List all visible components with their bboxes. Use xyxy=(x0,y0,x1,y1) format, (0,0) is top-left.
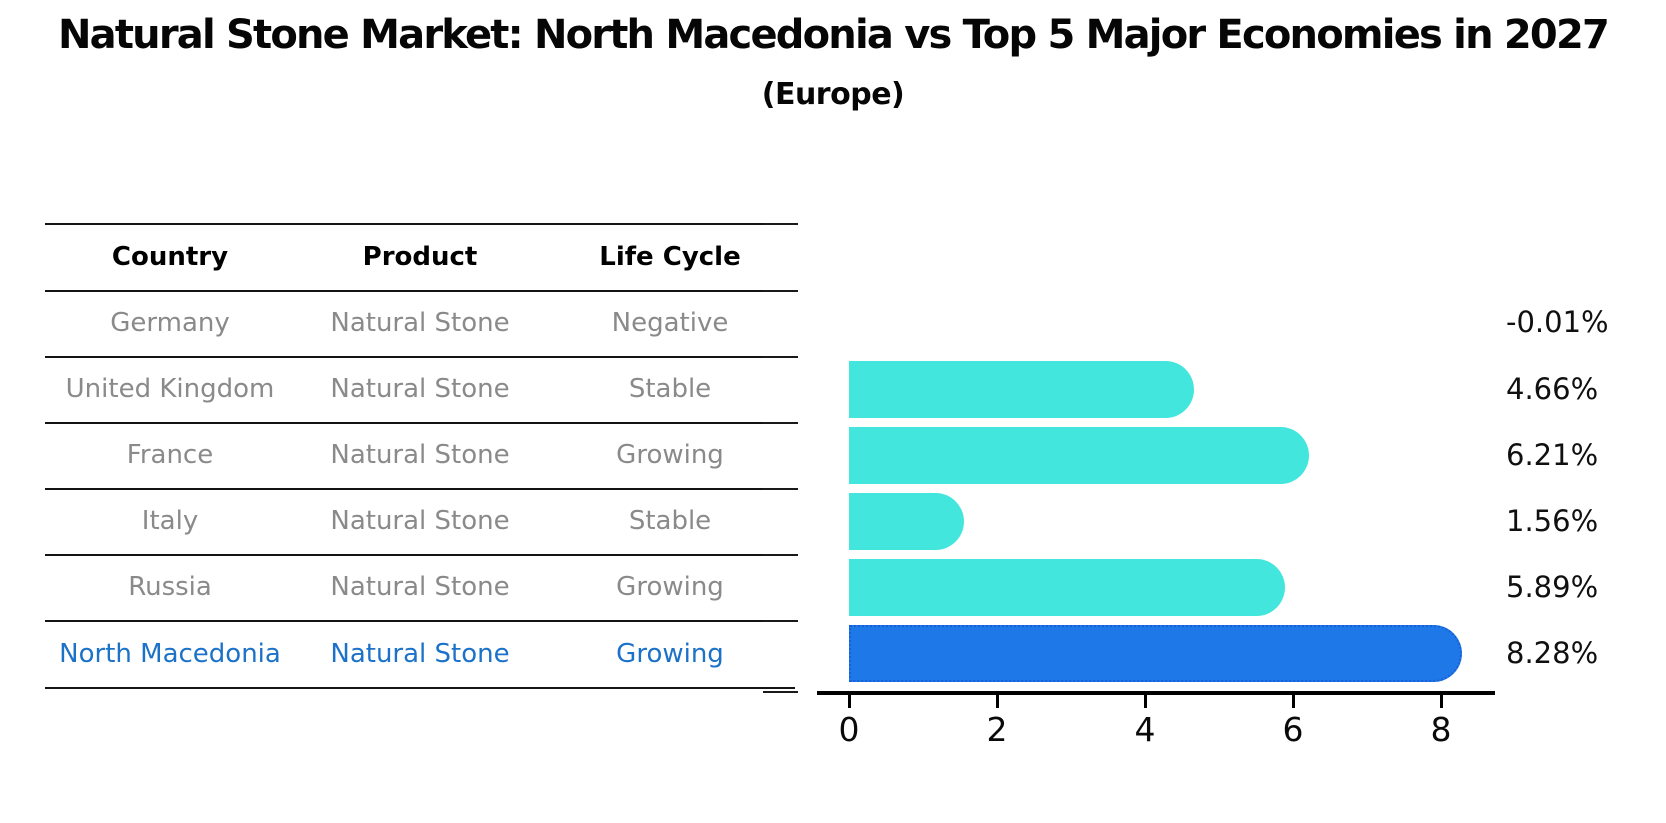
bar-value-label: 6.21% xyxy=(1506,438,1599,472)
figure-title: Natural Stone Market: North Macedonia vs… xyxy=(57,12,1610,58)
table-separator-line xyxy=(45,290,795,292)
table-cell-product: Natural Stone xyxy=(330,572,510,602)
table-cell-country: France xyxy=(126,440,214,470)
table-header-row: Country Product Life Cycle xyxy=(45,223,795,290)
x-axis-tick xyxy=(847,695,851,708)
table-cell-country: Germany xyxy=(110,308,230,338)
x-axis-tick-label: 0 xyxy=(838,710,860,749)
table-cell-country: Italy xyxy=(141,506,199,536)
x-axis-tick-label: 6 xyxy=(1282,710,1304,749)
table-cell-life-cycle: Growing xyxy=(616,572,724,602)
bar xyxy=(849,427,1309,484)
table-cell-life-cycle: Negative xyxy=(611,308,729,338)
y-axis-tick xyxy=(763,620,798,622)
figure-subtitle: (Europe) xyxy=(761,77,905,112)
table-cell-life-cycle: Growing xyxy=(616,440,724,470)
table-row: Italy Natural Stone Stable xyxy=(45,488,795,554)
x-axis-tick-label: 8 xyxy=(1430,710,1452,749)
y-axis-tick xyxy=(763,554,798,556)
x-axis-tick xyxy=(1439,695,1443,708)
bar xyxy=(849,493,964,550)
table-row: France Natural Stone Growing xyxy=(45,422,795,488)
bar-value-label: 8.28% xyxy=(1506,636,1599,670)
y-axis-tick xyxy=(763,290,798,292)
x-axis-tick-label: 2 xyxy=(986,710,1008,749)
table-row: Germany Natural Stone Negative xyxy=(45,290,795,356)
table-cell-product: Natural Stone xyxy=(330,374,510,404)
table-cell-life-cycle: Growing xyxy=(616,638,724,669)
x-axis-line xyxy=(817,691,1495,695)
table-cell-life-cycle: Stable xyxy=(628,374,712,404)
table-separator-line xyxy=(45,356,795,358)
table-row: United Kingdom Natural Stone Stable xyxy=(45,356,795,422)
x-axis-tick-label: 4 xyxy=(1134,710,1156,749)
y-axis-tick xyxy=(763,691,798,693)
y-axis-tick xyxy=(763,422,798,424)
table-cell-product: Natural Stone xyxy=(330,638,510,669)
table-row: North Macedonia Natural Stone Growing xyxy=(45,620,795,687)
table-cell-country: Russia xyxy=(128,572,212,602)
bar-highlighted xyxy=(849,625,1462,682)
table-row: Russia Natural Stone Growing xyxy=(45,554,795,620)
bar-value-label: 4.66% xyxy=(1506,372,1599,406)
table-cell-life-cycle: Stable xyxy=(628,506,712,536)
table-cell-country: North Macedonia xyxy=(59,638,281,669)
x-axis-tick xyxy=(1291,695,1295,708)
bar xyxy=(849,361,1194,418)
table-cell-product: Natural Stone xyxy=(330,440,510,470)
table-cell-country: United Kingdom xyxy=(65,374,275,404)
header-cell-product: Product xyxy=(362,241,478,272)
table-separator-line xyxy=(45,422,795,424)
bar-value-label: -0.01% xyxy=(1506,305,1609,339)
bar-value-label: 1.56% xyxy=(1506,504,1599,538)
header-cell-country: Country xyxy=(111,241,229,272)
table-separator-line xyxy=(45,687,795,689)
x-axis-tick xyxy=(1143,695,1147,708)
table-separator-line xyxy=(45,620,795,622)
bar-value-label: 5.89% xyxy=(1506,570,1599,604)
x-axis-tick xyxy=(995,695,999,708)
y-axis-tick xyxy=(763,356,798,358)
table-cell-product: Natural Stone xyxy=(330,506,510,536)
bar xyxy=(849,559,1285,616)
table-separator-line xyxy=(45,223,795,225)
table-separator-line xyxy=(45,554,795,556)
table-separator-line xyxy=(45,488,795,490)
y-axis-tick xyxy=(763,223,798,225)
y-axis-tick xyxy=(763,488,798,490)
header-cell-life-cycle: Life Cycle xyxy=(599,241,741,272)
table-cell-product: Natural Stone xyxy=(330,308,510,338)
